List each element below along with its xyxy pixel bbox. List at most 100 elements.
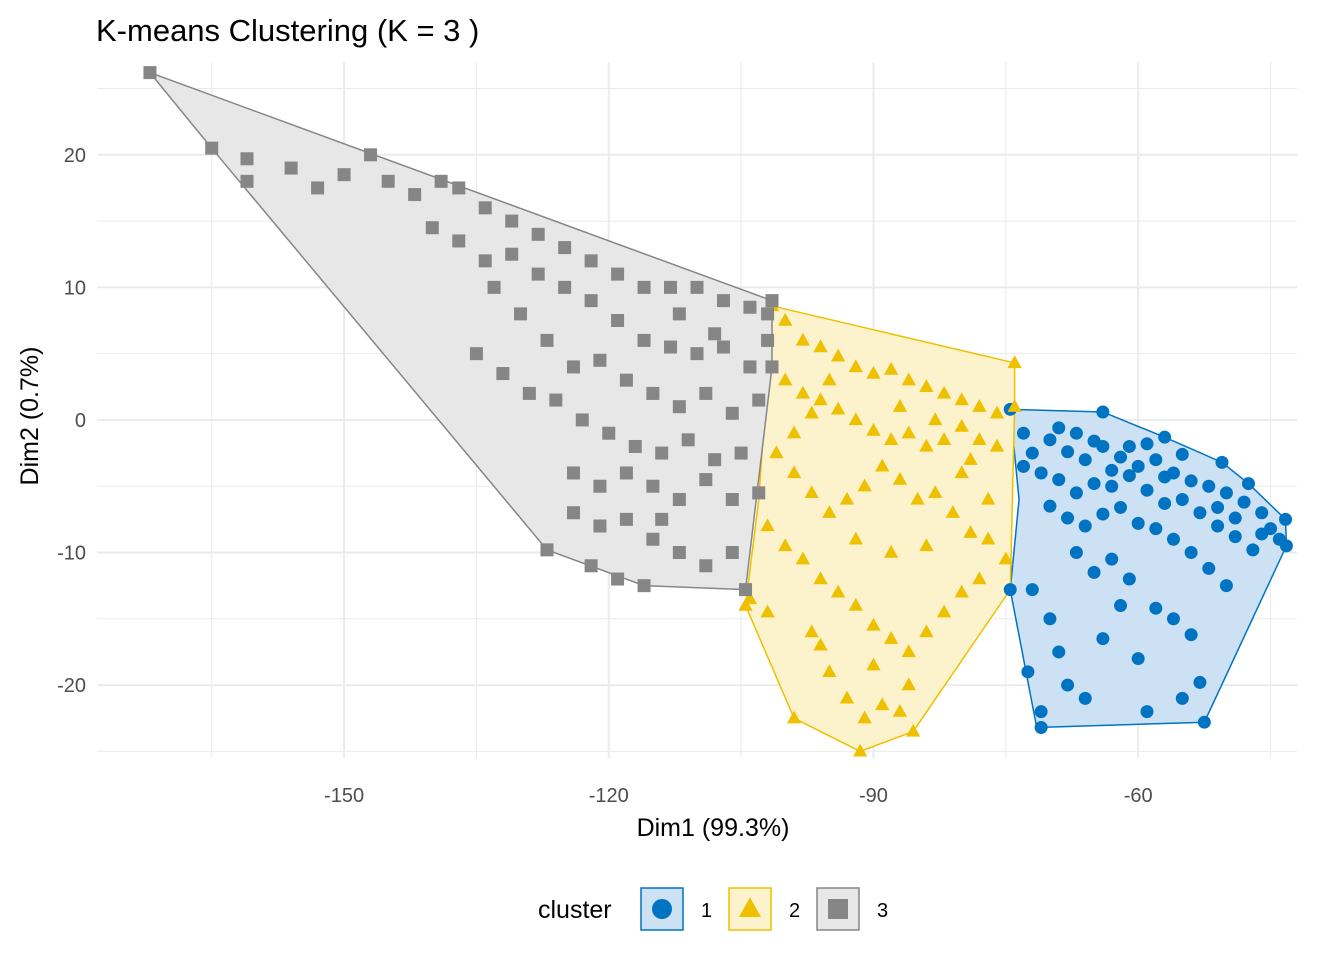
legend-item-2: 2 — [728, 887, 800, 931]
point-cluster-3 — [646, 532, 660, 546]
point-cluster-3 — [284, 161, 298, 175]
point-cluster-3 — [761, 307, 775, 321]
point-cluster-2 — [866, 657, 881, 671]
point-cluster-2 — [906, 723, 921, 737]
point-cluster-1 — [1025, 446, 1039, 460]
point-cluster-1 — [1052, 473, 1066, 487]
point-cluster-3 — [505, 214, 519, 228]
point-cluster-2 — [910, 491, 925, 505]
legend-key-3 — [816, 887, 860, 931]
point-cluster-3 — [469, 347, 483, 361]
point-cluster-1 — [1087, 477, 1101, 491]
point-cluster-2 — [972, 432, 987, 446]
point-cluster-2 — [989, 438, 1005, 452]
point-cluster-2 — [795, 551, 811, 565]
point-cluster-2 — [831, 584, 846, 598]
point-cluster-2 — [848, 359, 863, 373]
point-cluster-3 — [531, 267, 545, 281]
point-cluster-3 — [765, 360, 779, 374]
point-cluster-3 — [664, 340, 678, 354]
point-cluster-1 — [1211, 500, 1225, 514]
point-cluster-3 — [496, 367, 510, 381]
point-cluster-1 — [1078, 691, 1092, 705]
point-cluster-1 — [1228, 530, 1242, 544]
point-cluster-2 — [928, 412, 943, 426]
point-cluster-1 — [1175, 691, 1189, 705]
point-cluster-3 — [699, 559, 713, 573]
point-cluster-1 — [1193, 506, 1207, 520]
point-cluster-2 — [936, 604, 952, 618]
point-cluster-1 — [1034, 705, 1048, 719]
x-tick-label: -60 — [1124, 785, 1153, 807]
point-cluster-2 — [963, 452, 978, 465]
point-cluster-2 — [831, 401, 846, 415]
point-cluster-3 — [725, 406, 739, 420]
point-cluster-3 — [672, 492, 686, 506]
point-cluster-3 — [619, 512, 633, 526]
point-cluster-1 — [1255, 527, 1269, 541]
point-cluster-2 — [954, 418, 969, 432]
point-cluster-3 — [637, 579, 651, 593]
point-cluster-3 — [593, 519, 607, 533]
point-cluster-3 — [311, 181, 325, 195]
point-cluster-2 — [786, 465, 802, 479]
point-cluster-3 — [699, 386, 713, 400]
point-cluster-1 — [1078, 519, 1092, 533]
legend: cluster 1 2 3 — [538, 887, 888, 931]
point-cluster-2 — [786, 425, 802, 439]
point-cluster-2 — [901, 677, 916, 691]
data-points — [143, 66, 1293, 757]
point-cluster-2 — [804, 405, 819, 419]
x-axis-title: Dim1 (99.3%) — [637, 814, 790, 842]
point-cluster-3 — [487, 280, 501, 294]
point-cluster-3 — [672, 307, 686, 321]
point-cluster-3 — [584, 559, 598, 573]
point-cluster-2 — [892, 703, 908, 717]
point-cluster-2 — [822, 372, 837, 386]
point-cluster-1 — [1069, 546, 1083, 560]
point-cluster-1 — [1034, 466, 1048, 480]
point-cluster-1 — [1246, 543, 1260, 557]
point-cluster-1 — [1166, 532, 1180, 546]
point-cluster-3 — [637, 333, 651, 347]
point-cluster-3 — [408, 188, 422, 202]
point-cluster-3 — [672, 400, 686, 414]
point-cluster-3 — [725, 546, 739, 560]
point-cluster-1 — [1175, 492, 1189, 506]
point-cluster-3 — [743, 360, 757, 374]
point-cluster-3 — [566, 360, 580, 374]
point-cluster-3 — [655, 512, 669, 526]
point-cluster-1 — [1184, 628, 1198, 642]
point-cluster-2 — [848, 412, 863, 426]
point-cluster-1 — [1149, 601, 1163, 615]
point-cluster-1 — [1122, 469, 1136, 483]
y-tick-label: -20 — [57, 675, 86, 697]
point-cluster-1 — [1096, 405, 1110, 419]
x-tick-label: -120 — [589, 785, 629, 807]
point-cluster-3 — [584, 254, 598, 268]
point-cluster-2 — [875, 458, 890, 472]
point-cluster-3 — [566, 506, 580, 520]
point-cluster-3 — [558, 241, 572, 255]
legend-marker-3 — [828, 899, 848, 919]
point-cluster-2 — [760, 518, 775, 532]
point-cluster-2 — [795, 385, 811, 399]
point-cluster-2 — [813, 339, 828, 353]
point-cluster-2 — [839, 491, 855, 505]
point-cluster-3 — [637, 280, 651, 294]
point-cluster-2 — [919, 538, 934, 552]
point-cluster-2 — [901, 425, 916, 439]
point-cluster-1 — [1043, 499, 1057, 513]
point-cluster-1 — [1219, 579, 1233, 593]
y-tick-label: -10 — [57, 543, 86, 565]
point-cluster-3 — [205, 141, 219, 155]
point-cluster-1 — [1016, 459, 1030, 473]
point-cluster-1 — [1197, 715, 1211, 729]
point-cluster-1 — [1061, 511, 1075, 525]
point-cluster-1 — [1016, 426, 1030, 440]
point-cluster-3 — [611, 572, 625, 586]
legend-title: cluster — [538, 896, 612, 924]
point-cluster-1 — [1158, 470, 1172, 484]
point-cluster-1 — [1202, 479, 1216, 493]
point-cluster-1 — [1140, 705, 1154, 719]
